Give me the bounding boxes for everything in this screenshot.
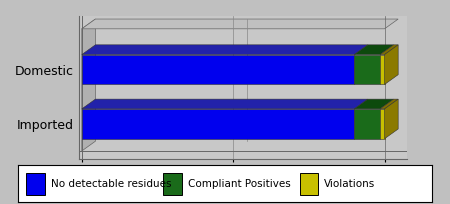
Bar xyxy=(380,109,385,139)
Text: Violations: Violations xyxy=(324,178,376,189)
Text: No detectable residues: No detectable residues xyxy=(51,178,171,189)
Bar xyxy=(163,173,181,195)
Bar xyxy=(380,55,385,84)
Polygon shape xyxy=(82,19,95,151)
Text: Compliant Positives: Compliant Positives xyxy=(188,178,291,189)
Bar xyxy=(82,109,354,139)
Polygon shape xyxy=(380,99,398,109)
Bar xyxy=(354,55,380,84)
Bar xyxy=(82,55,354,84)
Polygon shape xyxy=(354,45,394,55)
Bar xyxy=(300,173,318,195)
Bar xyxy=(354,109,380,139)
Polygon shape xyxy=(385,45,398,84)
Polygon shape xyxy=(82,19,398,29)
Bar xyxy=(26,173,45,195)
Polygon shape xyxy=(354,99,394,109)
Polygon shape xyxy=(380,45,398,55)
Polygon shape xyxy=(82,99,368,109)
Polygon shape xyxy=(82,45,368,55)
Polygon shape xyxy=(385,99,398,139)
